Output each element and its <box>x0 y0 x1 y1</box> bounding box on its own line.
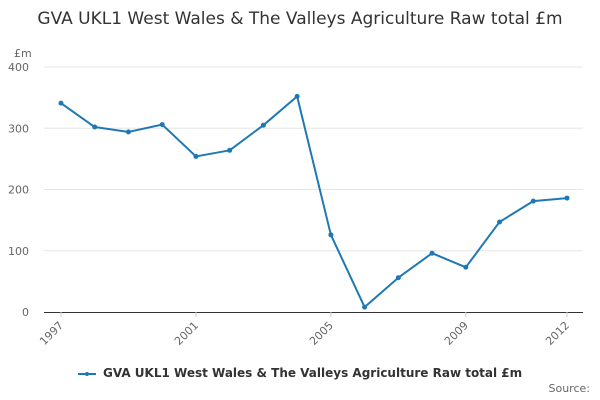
x-tick-label: 2012 <box>543 319 572 348</box>
x-tick-label: 1997 <box>37 319 66 348</box>
y-tick-label: 400 <box>8 61 29 74</box>
data-point[interactable] <box>58 100 64 106</box>
data-point[interactable] <box>125 129 131 135</box>
gridlines <box>44 66 583 252</box>
data-point[interactable] <box>328 232 334 238</box>
series-layer <box>58 93 570 310</box>
chart-title: GVA UKL1 West Wales & The Valleys Agricu… <box>37 9 563 29</box>
legend-label: GVA UKL1 West Wales & The Valleys Agricu… <box>103 366 523 380</box>
x-tick-label: 2009 <box>442 319 471 348</box>
y-tick-label: 200 <box>8 184 29 197</box>
data-point[interactable] <box>395 275 401 281</box>
legend-line-icon <box>77 369 96 379</box>
axes: 0 100 200 300 400 1997 2001 2005 2009 2012 <box>8 61 583 348</box>
data-point[interactable] <box>294 93 300 99</box>
y-tick-label: 300 <box>8 122 29 135</box>
data-point[interactable] <box>362 304 368 310</box>
data-point[interactable] <box>227 147 233 153</box>
series-line[interactable] <box>60 95 568 309</box>
y-axis-unit-label: £m <box>14 47 32 60</box>
data-point[interactable] <box>260 122 266 128</box>
y-tick-label: 100 <box>8 245 29 258</box>
data-point[interactable] <box>530 198 536 204</box>
data-point[interactable] <box>159 122 165 128</box>
data-point[interactable] <box>497 219 503 225</box>
data-point[interactable] <box>92 124 98 130</box>
y-tick-label: 0 <box>22 306 29 319</box>
data-point[interactable] <box>564 195 570 201</box>
credit-text[interactable]: Source: <box>548 382 591 395</box>
data-point[interactable] <box>429 250 435 256</box>
x-tick-label: 2005 <box>307 319 336 348</box>
data-point[interactable] <box>193 153 199 159</box>
x-tick-label: 2001 <box>172 319 201 348</box>
legend[interactable]: GVA UKL1 West Wales & The Valleys Agricu… <box>0 366 600 380</box>
data-point[interactable] <box>463 264 469 270</box>
